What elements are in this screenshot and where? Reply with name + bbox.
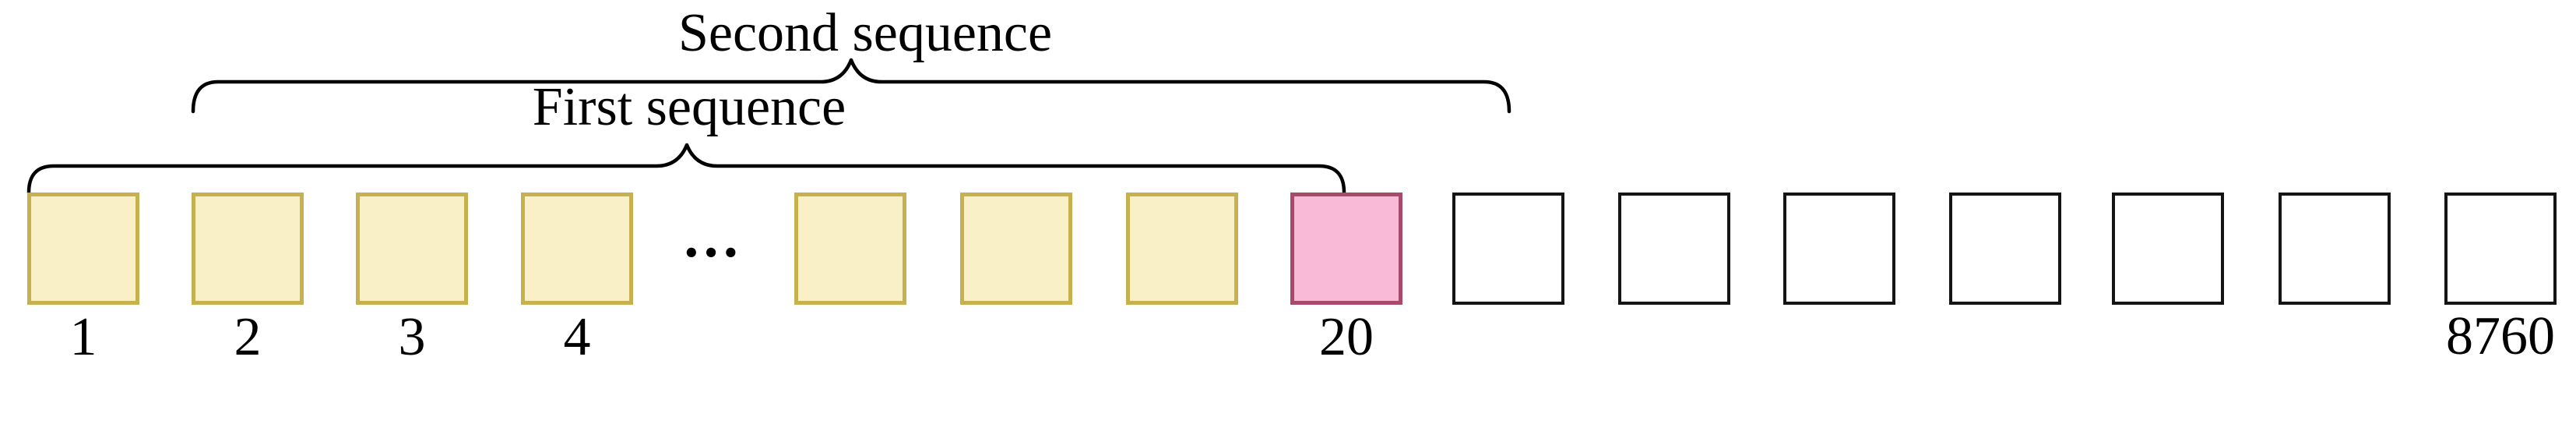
sequence-cell-empty-1 (1452, 193, 1564, 305)
sequence-cell-4: 4 (521, 193, 633, 365)
sequence-cell-empty-5 (2112, 193, 2224, 305)
sequence-cell-20-highlighted: 20 (1290, 193, 1402, 365)
cell-label: 1 (69, 307, 97, 367)
sequence-cell-empty-6 (2279, 193, 2391, 305)
ellipsis: … (681, 205, 744, 270)
sequence-cell-6 (960, 193, 1072, 305)
sequence-cell-5 (794, 193, 906, 305)
sequence-cell-8760: 8760 (2444, 193, 2557, 364)
sequence-cell-7 (1126, 193, 1238, 305)
first-sequence-brace (26, 143, 1346, 195)
sequence-cell-2: 2 (192, 193, 304, 365)
sequence-cell-3: 3 (356, 193, 468, 365)
sequence-cell-empty-3 (1783, 193, 1895, 305)
sequence-cell-empty-4 (1949, 193, 2061, 305)
sequence-cell-1: 1 (27, 193, 139, 365)
second-sequence-label: Second sequence (677, 3, 1053, 63)
cell-label: 4 (563, 307, 591, 367)
cell-label: 20 (1319, 307, 1374, 367)
sequence-cell-empty-2 (1618, 193, 1730, 305)
cell-label: 3 (398, 307, 426, 367)
first-sequence-label: First sequence (532, 77, 846, 137)
cell-label: 2 (234, 307, 262, 367)
second-sequence-brace (191, 58, 1511, 114)
cell-label: 8760 (2446, 306, 2555, 366)
